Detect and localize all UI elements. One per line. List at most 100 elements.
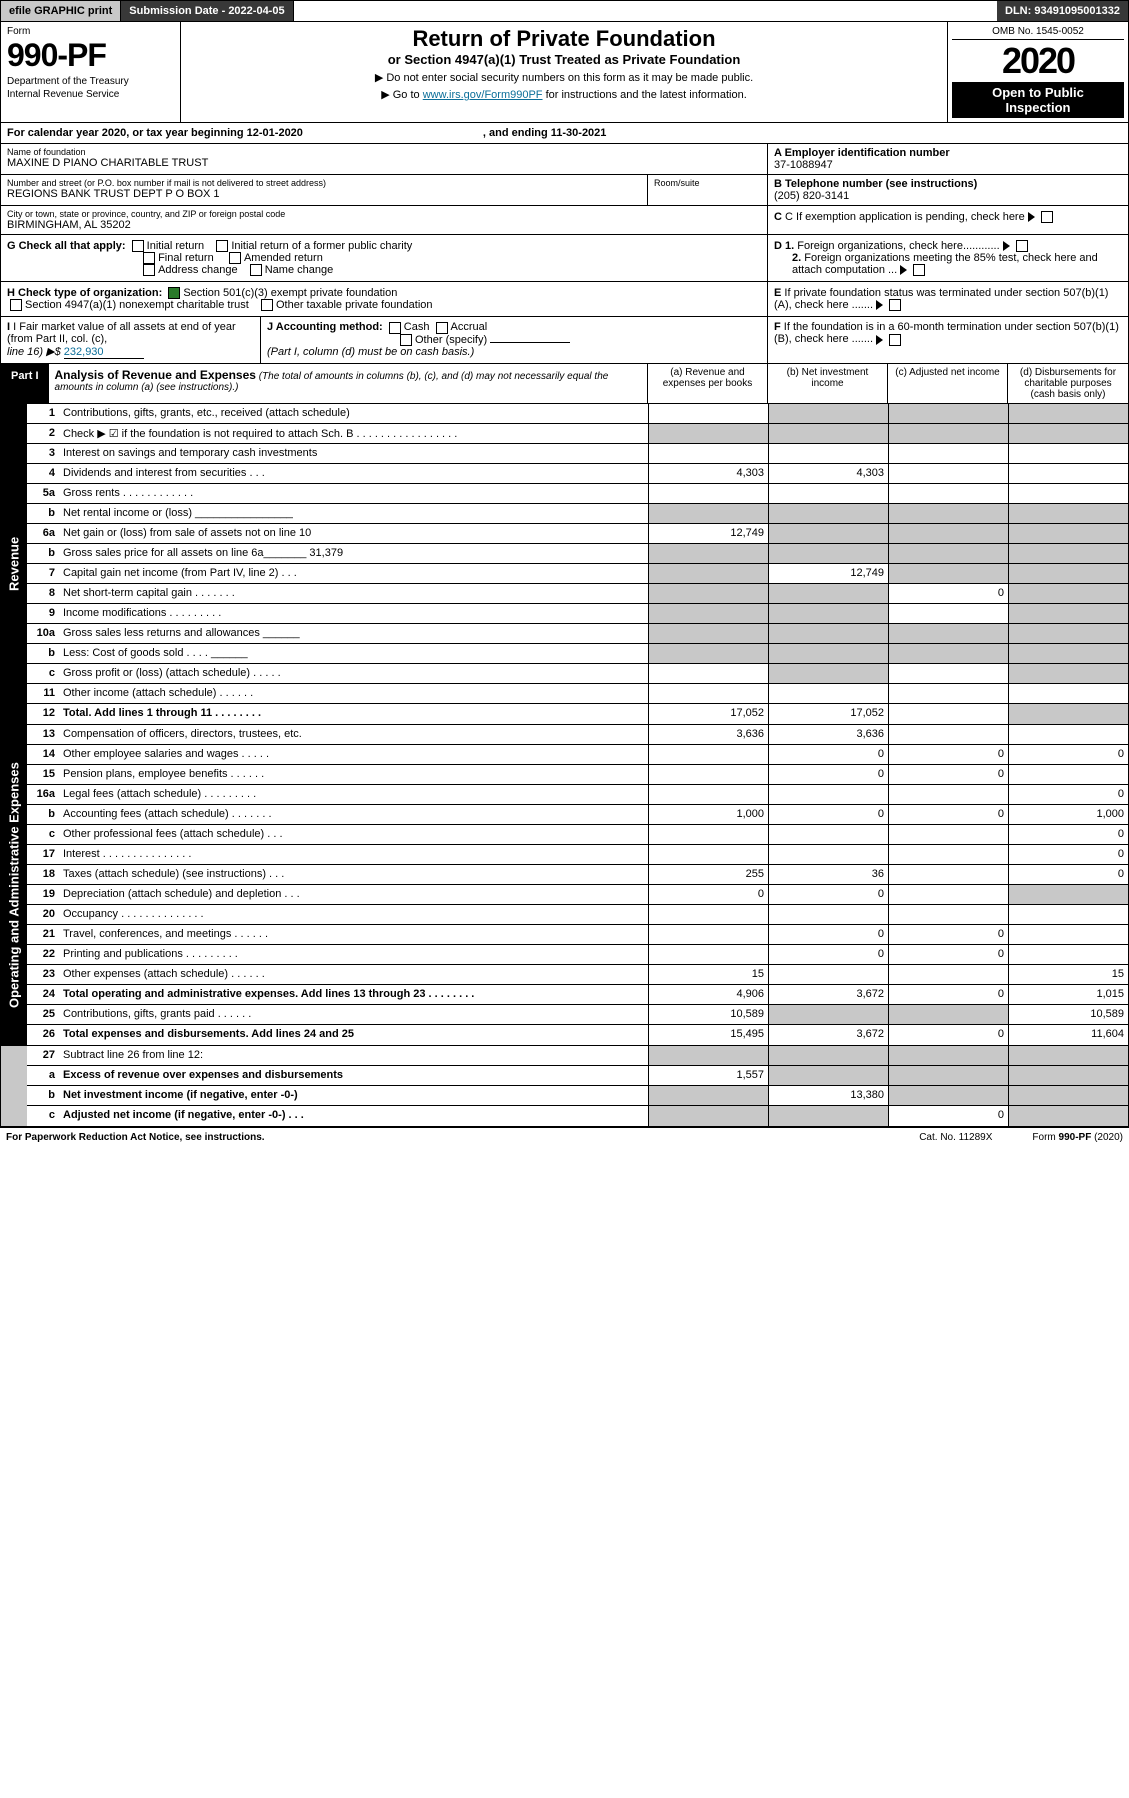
cell-b bbox=[768, 684, 888, 703]
row-num: b bbox=[27, 544, 59, 563]
table-row: cOther professional fees (attach schedul… bbox=[27, 825, 1128, 845]
cash-checkbox[interactable] bbox=[389, 322, 401, 334]
cell-d bbox=[1008, 1046, 1128, 1065]
cell-b: 4,303 bbox=[768, 464, 888, 483]
accrual-checkbox[interactable] bbox=[436, 322, 448, 334]
table-row: 1Contributions, gifts, grants, etc., rec… bbox=[27, 404, 1128, 424]
h-label: H Check type of organization: bbox=[7, 287, 162, 299]
arrow-icon bbox=[900, 265, 907, 275]
i-box: I I Fair market value of all assets at e… bbox=[1, 317, 261, 363]
row-num: 18 bbox=[27, 865, 59, 884]
table-row: 22Printing and publications . . . . . . … bbox=[27, 945, 1128, 965]
row-num: 3 bbox=[27, 444, 59, 463]
row-num: 26 bbox=[27, 1025, 59, 1045]
initial-return-checkbox[interactable] bbox=[132, 240, 144, 252]
cell-a bbox=[648, 925, 768, 944]
table-row: 14Other employee salaries and wages . . … bbox=[27, 745, 1128, 765]
cell-b: 3,672 bbox=[768, 985, 888, 1004]
cell-a: 4,906 bbox=[648, 985, 768, 1004]
f-checkbox[interactable] bbox=[889, 334, 901, 346]
cell-a bbox=[648, 945, 768, 964]
cell-c bbox=[888, 504, 1008, 523]
g-initial: Initial return bbox=[147, 240, 204, 252]
cell-a bbox=[648, 604, 768, 623]
row-num: 22 bbox=[27, 945, 59, 964]
cell-b: 36 bbox=[768, 865, 888, 884]
cell-d bbox=[1008, 404, 1128, 423]
cell-a: 17,052 bbox=[648, 704, 768, 724]
row-desc: Dividends and interest from securities .… bbox=[59, 464, 648, 483]
table-row: bGross sales price for all assets on lin… bbox=[27, 544, 1128, 564]
cell-b: 17,052 bbox=[768, 704, 888, 724]
cell-a bbox=[648, 845, 768, 864]
cell-a bbox=[648, 745, 768, 764]
table-row: 5aGross rents . . . . . . . . . . . . bbox=[27, 484, 1128, 504]
cell-b bbox=[768, 845, 888, 864]
instr-pre: ▶ Go to bbox=[381, 89, 422, 101]
arrow-icon bbox=[876, 300, 883, 310]
cell-d: 0 bbox=[1008, 865, 1128, 884]
cell-b bbox=[768, 424, 888, 443]
address-change-checkbox[interactable] bbox=[143, 264, 155, 276]
other-method-checkbox[interactable] bbox=[400, 334, 412, 346]
arrow-icon bbox=[1028, 212, 1035, 222]
cell-c bbox=[888, 965, 1008, 984]
cell-a bbox=[648, 644, 768, 663]
initial-pub-checkbox[interactable] bbox=[216, 240, 228, 252]
row-num: b bbox=[27, 805, 59, 824]
c-checkbox[interactable] bbox=[1041, 211, 1053, 223]
i-label: I Fair market value of all assets at end… bbox=[7, 321, 236, 345]
table-row: bNet investment income (if negative, ent… bbox=[27, 1086, 1128, 1106]
table-row: 20Occupancy . . . . . . . . . . . . . . bbox=[27, 905, 1128, 925]
row-desc: Check ▶ ☑ if the foundation is not requi… bbox=[59, 424, 648, 443]
other-taxable-checkbox[interactable] bbox=[261, 299, 273, 311]
table-row: 2Check ▶ ☑ if the foundation is not requ… bbox=[27, 424, 1128, 444]
h-c3: Section 501(c)(3) exempt private foundat… bbox=[183, 287, 397, 299]
irs-label: Internal Revenue Service bbox=[7, 89, 174, 100]
row-num: 17 bbox=[27, 845, 59, 864]
cell-a bbox=[648, 504, 768, 523]
omb-number: OMB No. 1545-0052 bbox=[952, 26, 1124, 40]
row-desc: Contributions, gifts, grants paid . . . … bbox=[59, 1005, 648, 1024]
room-label: Room/suite bbox=[654, 178, 761, 188]
cell-d: 15 bbox=[1008, 965, 1128, 984]
cell-a bbox=[648, 1106, 768, 1126]
row-desc: Pension plans, employee benefits . . . .… bbox=[59, 765, 648, 784]
cell-c bbox=[888, 865, 1008, 884]
cell-b: 0 bbox=[768, 885, 888, 904]
cell-b: 0 bbox=[768, 765, 888, 784]
name-change-checkbox[interactable] bbox=[250, 264, 262, 276]
row-num: 5a bbox=[27, 484, 59, 503]
e-checkbox[interactable] bbox=[889, 299, 901, 311]
table-row: 4Dividends and interest from securities … bbox=[27, 464, 1128, 484]
cell-d: 11,604 bbox=[1008, 1025, 1128, 1045]
cell-d: 0 bbox=[1008, 745, 1128, 764]
fmv-value[interactable]: 232,930 bbox=[64, 346, 144, 359]
cell-b: 0 bbox=[768, 945, 888, 964]
row-num: 1 bbox=[27, 404, 59, 423]
irs-link[interactable]: www.irs.gov/Form990PF bbox=[423, 89, 543, 101]
col-c-hdr: (c) Adjusted net income bbox=[888, 364, 1008, 403]
cell-c: 0 bbox=[888, 805, 1008, 824]
cell-d bbox=[1008, 644, 1128, 663]
cell-c bbox=[888, 825, 1008, 844]
cal-end: , and ending 11-30-2021 bbox=[483, 127, 607, 139]
final-return-checkbox[interactable] bbox=[143, 252, 155, 264]
j-box: J Accounting method: Cash Accrual Other … bbox=[261, 317, 768, 363]
revenue-label: Revenue bbox=[1, 404, 27, 724]
phone-label: B Telephone number (see instructions) bbox=[774, 178, 1122, 190]
row-desc: Interest . . . . . . . . . . . . . . . bbox=[59, 845, 648, 864]
d1-checkbox[interactable] bbox=[1016, 240, 1028, 252]
row-num: c bbox=[27, 1106, 59, 1126]
cell-c: 0 bbox=[888, 1106, 1008, 1126]
4947-checkbox[interactable] bbox=[10, 299, 22, 311]
amended-checkbox[interactable] bbox=[229, 252, 241, 264]
part1-desc: Analysis of Revenue and Expenses (The to… bbox=[49, 364, 648, 403]
row-num: 11 bbox=[27, 684, 59, 703]
d2-checkbox[interactable] bbox=[913, 264, 925, 276]
row-desc: Gross rents . . . . . . . . . . . . bbox=[59, 484, 648, 503]
row-num: 13 bbox=[27, 725, 59, 744]
501c3-checkbox[interactable] bbox=[168, 287, 180, 299]
cat-no: Cat. No. 11289X bbox=[919, 1132, 992, 1143]
col-d-hdr: (d) Disbursements for charitable purpose… bbox=[1008, 364, 1128, 403]
